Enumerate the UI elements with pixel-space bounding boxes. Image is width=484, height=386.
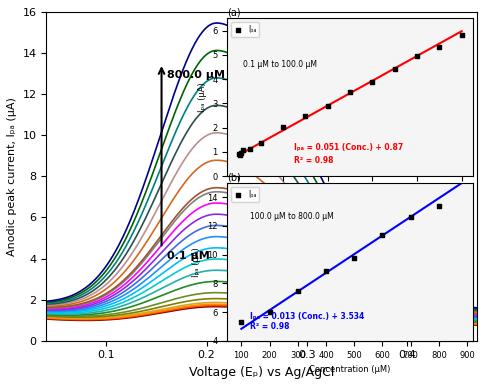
Y-axis label: Anodic peak current, Iₚₐ (μA): Anodic peak current, Iₚₐ (μA) bbox=[7, 97, 17, 256]
Text: 800.0 μM: 800.0 μM bbox=[166, 69, 225, 80]
X-axis label: Voltage (Eₚ) vs Ag/AgCl: Voltage (Eₚ) vs Ag/AgCl bbox=[189, 366, 334, 379]
Text: 0.1 μM: 0.1 μM bbox=[166, 251, 209, 261]
